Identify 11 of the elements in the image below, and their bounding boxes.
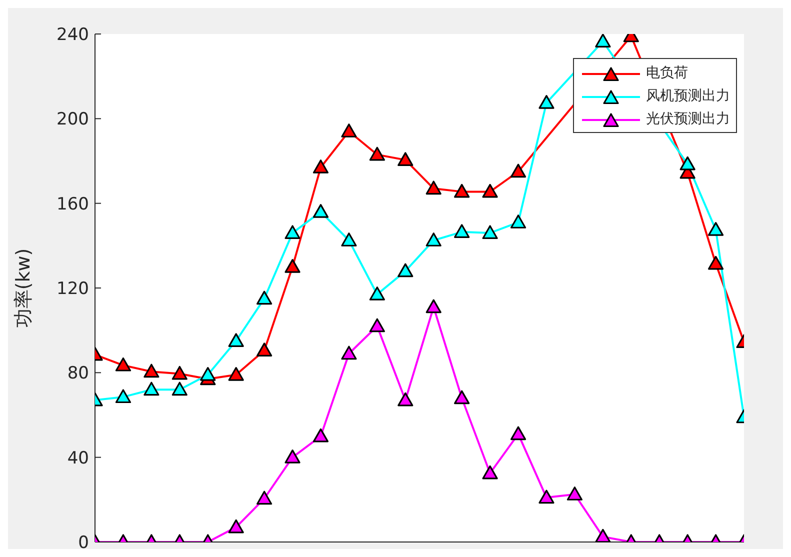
y-tick-label: 240	[56, 25, 89, 46]
legend-label: 光伏预测出力	[646, 110, 730, 128]
y-tick-label: 120	[56, 279, 89, 300]
legend-label: 电负荷	[646, 64, 688, 82]
y-tick-label: 200	[56, 110, 89, 130]
y-axis-title: 功率(kw)	[12, 248, 35, 328]
y-tick-label: 160	[56, 194, 89, 214]
legend-label: 风机预测出力	[646, 86, 730, 104]
y-tick-label: 40	[67, 448, 89, 468]
y-tick-label: 80	[67, 364, 89, 384]
y-tick-label: 0	[78, 533, 89, 554]
